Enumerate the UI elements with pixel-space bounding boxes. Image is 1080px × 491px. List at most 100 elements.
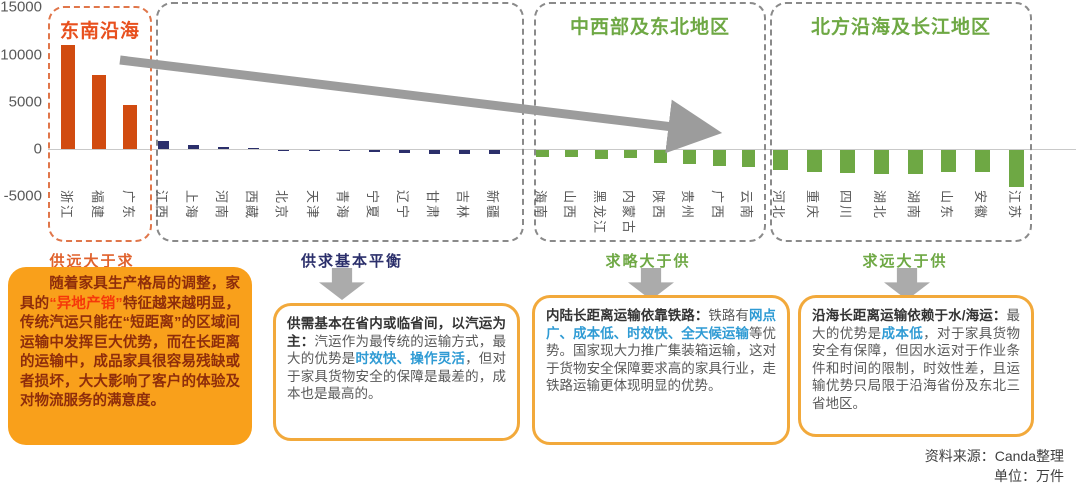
x-label: 贵州 bbox=[680, 190, 695, 221]
bar bbox=[1008, 150, 1024, 187]
bar bbox=[187, 145, 199, 149]
region-title: 东南沿海 bbox=[59, 21, 140, 42]
x-label: 河南 bbox=[214, 190, 229, 221]
callout-text-segment: 等优势。国家现大力推广集装箱运输，这对于货物安全保障要求高的家具行业，走铁路运输… bbox=[546, 325, 776, 394]
bar bbox=[398, 150, 410, 153]
callout-text-segment: 成本低 bbox=[881, 325, 924, 341]
callout-box: 内陆长距离运输依靠铁路：铁路有网点广、成本低、时效快、全天候运输等优势。国家现大… bbox=[532, 295, 790, 445]
bar bbox=[806, 150, 822, 173]
callout-text-segment: 时效快、操作灵活 bbox=[355, 351, 466, 366]
flow-label: 供求基本平衡 bbox=[300, 253, 404, 270]
region-title: 北方沿海及长江地区 bbox=[810, 17, 991, 38]
bar bbox=[368, 150, 380, 153]
callout-text-segment: 供需基本在省内或临省间，以汽运为主： bbox=[287, 316, 506, 349]
bar bbox=[940, 150, 956, 172]
x-label: 江西 bbox=[154, 190, 169, 221]
callout-box: 沿海长距离运输依赖于水/海运：最大的优势是成本低，对于家具货物安全有保障，但因水… bbox=[798, 295, 1034, 437]
bar bbox=[839, 150, 855, 174]
callout-text-segment: ，但对于家具货物安全的保障是最差的，成本也是最高的。 bbox=[287, 351, 507, 401]
supply-demand-bar-chart: 15000 10000 5000 0 -5000 东南沿海 中西部及东北地区 北方沿海及长江… bbox=[0, 0, 1076, 242]
x-label: 福建 bbox=[90, 190, 105, 221]
x-label: 甘肃 bbox=[425, 190, 440, 221]
bar bbox=[61, 45, 75, 149]
bar bbox=[974, 150, 990, 173]
y-tick-label: 15000 bbox=[0, 0, 42, 16]
bar bbox=[92, 75, 106, 149]
callout-text-segment: ，对于家具货物安全有保障，但因水运对于作业条件和时间的限制，时效性差，且运输优势… bbox=[812, 325, 1021, 411]
y-tick-label: 0 bbox=[33, 140, 42, 158]
bar bbox=[741, 150, 755, 167]
bar bbox=[712, 150, 726, 167]
bar bbox=[488, 150, 500, 155]
down-arrow-icon bbox=[319, 268, 365, 300]
callout-box: 供需基本在省内或临省间，以汽运为主：汽运作为最传统的运输方式，最大的优势是时效快… bbox=[273, 303, 520, 441]
x-label: 湖南 bbox=[906, 190, 921, 221]
x-label: 重庆 bbox=[805, 190, 820, 221]
callout-text-segment: 网点广、成本低、时效快、全天候运输 bbox=[546, 308, 776, 341]
flow-label: 求略大于供 bbox=[605, 253, 691, 270]
bar bbox=[247, 148, 259, 149]
bar bbox=[428, 150, 440, 154]
x-label: 宁夏 bbox=[365, 190, 380, 221]
x-label: 青海 bbox=[335, 190, 350, 221]
x-label: 浙江 bbox=[59, 190, 74, 221]
flow-label: 供远大于求 bbox=[49, 253, 135, 270]
x-label: 山东 bbox=[939, 190, 954, 221]
x-label: 辽宁 bbox=[395, 190, 410, 221]
callout-text-segment: 特征越来越明显，传统汽运只能在“短距离”的区域间运输中发挥巨大优势，而在长距离的… bbox=[20, 295, 241, 410]
bar bbox=[772, 150, 788, 170]
y-tick-label: 10000 bbox=[0, 46, 42, 64]
bar bbox=[458, 150, 470, 154]
bar bbox=[308, 150, 320, 151]
x-label: 吉林 bbox=[455, 190, 470, 221]
x-label: 安徽 bbox=[973, 190, 988, 221]
x-label: 西藏 bbox=[244, 190, 259, 221]
bar bbox=[682, 150, 696, 165]
bar bbox=[907, 150, 923, 175]
x-label: 江苏 bbox=[1007, 190, 1022, 221]
region-title: 中西部及东北地区 bbox=[569, 17, 730, 38]
x-label: 四川 bbox=[838, 190, 853, 221]
bar bbox=[594, 150, 608, 160]
x-label: 湖北 bbox=[872, 190, 887, 221]
x-label: 山西 bbox=[562, 190, 577, 221]
bar bbox=[277, 150, 289, 151]
callout-text-segment: 沿海长距离运输依赖于水/海运： bbox=[812, 308, 1007, 323]
x-label: 河北 bbox=[771, 190, 786, 221]
x-label: 北京 bbox=[274, 190, 289, 221]
bar bbox=[873, 150, 889, 174]
bar bbox=[623, 150, 637, 159]
callout-text-segment: 最大的优势是 bbox=[812, 308, 1020, 341]
unit-note: 单位：万件 bbox=[994, 468, 1064, 484]
x-label: 上海 bbox=[184, 190, 199, 221]
y-tick-label: 5000 bbox=[8, 93, 42, 111]
region-box: 北方沿海及长江地区 bbox=[770, 2, 1032, 242]
callout-text-segment: 铁路有 bbox=[708, 308, 749, 323]
bar bbox=[123, 104, 137, 149]
bar bbox=[157, 141, 169, 149]
x-label: 广西 bbox=[710, 190, 725, 221]
x-label: 广东 bbox=[121, 190, 136, 221]
x-label: 黑龙江 bbox=[592, 190, 607, 236]
bar bbox=[653, 150, 667, 164]
x-label: 天津 bbox=[305, 190, 320, 221]
bar bbox=[564, 150, 578, 158]
callout-box: 随着家具生产格局的调整，家具的“异地产销”特征越来越明显，传统汽运只能在“短距离… bbox=[8, 267, 252, 445]
callout-text-segment: 内陆长距离运输依靠铁路： bbox=[546, 308, 709, 323]
x-label: 陕西 bbox=[651, 190, 666, 221]
x-label: 云南 bbox=[739, 190, 754, 221]
x-label: 新疆 bbox=[485, 190, 500, 221]
callout-text-segment: “异地产销” bbox=[49, 295, 123, 312]
y-tick-label: -5000 bbox=[3, 187, 42, 205]
bar bbox=[217, 147, 229, 149]
bar bbox=[535, 150, 549, 157]
source-note: 资料来源：Canda整理 bbox=[924, 448, 1064, 464]
callout-text-segment: 汽运作为最传统的运输方式，最大的优势是 bbox=[287, 333, 507, 367]
x-label: 内蒙古 bbox=[621, 190, 636, 236]
callout-text-segment: 随着家具生产格局的调整，家具的 bbox=[20, 276, 240, 312]
bar bbox=[338, 150, 350, 152]
zero-axis-line bbox=[48, 149, 1076, 150]
x-label: 海南 bbox=[533, 190, 548, 221]
flow-label: 求远大于供 bbox=[862, 253, 948, 270]
